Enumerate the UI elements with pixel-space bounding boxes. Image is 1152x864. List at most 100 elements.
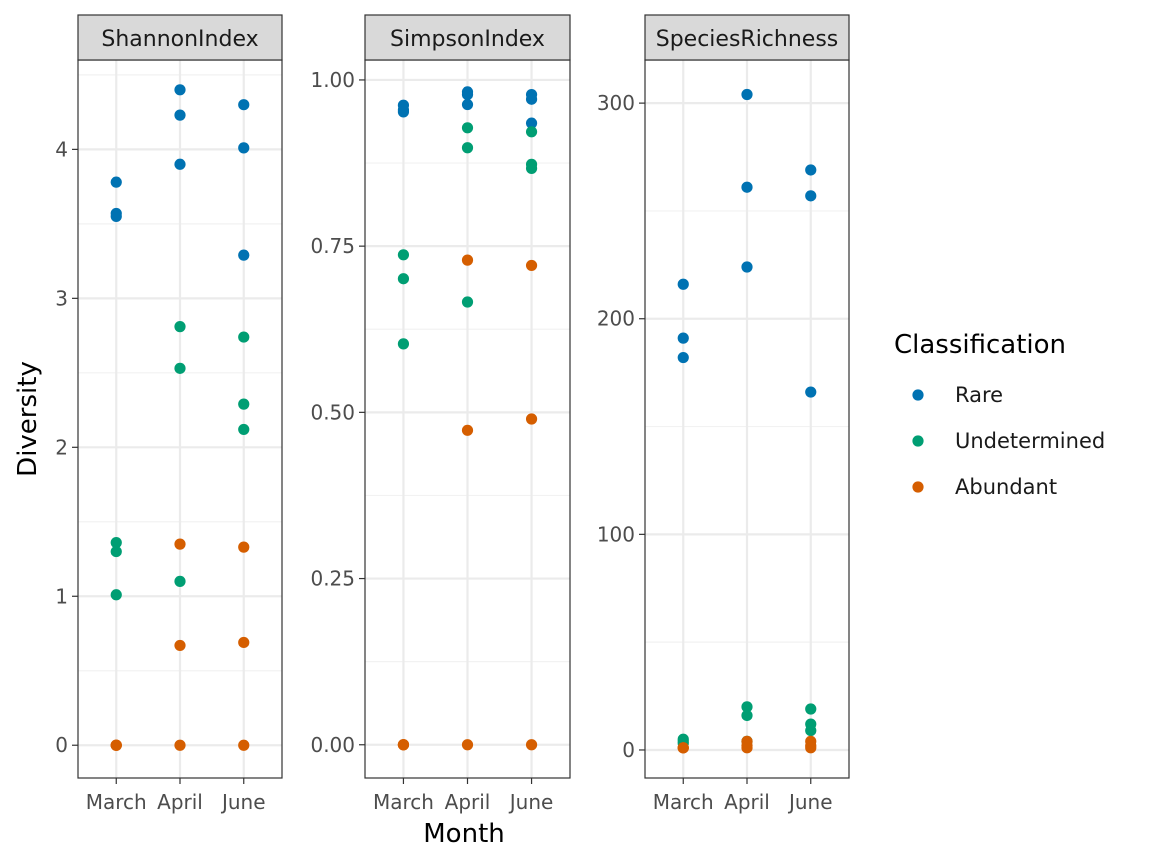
data-point-undetermined: [174, 362, 186, 374]
data-point-rare: [461, 98, 474, 111]
data-point-undetermined: [174, 575, 186, 587]
data-point-rare: [110, 210, 122, 223]
legend-title: Classification: [894, 330, 1066, 360]
y-tick-label: 4: [55, 137, 68, 161]
data-point-undetermined: [238, 398, 250, 410]
facet-panel-speciesrichness: SpeciesRichness 0 100 200 300 March April June: [597, 14, 850, 814]
data-point-undetermined: [525, 126, 538, 138]
x-tick-label: March: [373, 790, 434, 814]
x-axis-title: Month: [423, 819, 505, 849]
data-point-rare: [461, 88, 474, 101]
data-point-abundant: [525, 413, 538, 425]
data-point-undetermined: [461, 122, 474, 134]
data-point-abundant: [110, 739, 122, 751]
data-point-abundant: [174, 538, 186, 550]
data-point-rare: [677, 351, 689, 364]
data-point-undetermined: [238, 423, 250, 436]
data-point-abundant: [238, 739, 250, 751]
data-point-undetermined: [110, 537, 122, 549]
data-point-undetermined: [525, 162, 538, 174]
data-point-rare: [525, 93, 538, 105]
data-point-abundant: [525, 259, 538, 272]
data-point-rare: [741, 88, 753, 101]
y-tick-label: 100: [597, 522, 635, 546]
data-point-rare: [741, 261, 753, 273]
x-tick-label: March: [653, 790, 714, 814]
data-point-abundant: [677, 742, 689, 754]
data-point-undetermined: [805, 724, 817, 737]
data-point-undetermined: [238, 331, 250, 343]
data-point-rare: [677, 332, 689, 344]
y-tick-label: 0: [622, 738, 635, 762]
facet-strip-label: SimpsonIndex: [390, 27, 545, 52]
legend-key-abundant: [912, 481, 924, 493]
data-point-rare: [174, 109, 186, 121]
data-point-abundant: [174, 639, 186, 652]
data-point-abundant: [174, 739, 186, 751]
data-point-abundant: [805, 742, 817, 754]
data-point-rare: [525, 117, 538, 129]
legend-key-rare: [912, 389, 924, 401]
data-point-rare: [238, 142, 250, 154]
x-tick-label: April: [445, 790, 491, 814]
data-point-rare: [677, 278, 689, 290]
data-point-undetermined: [397, 249, 410, 261]
data-point-abundant: [238, 541, 250, 553]
data-point-undetermined: [397, 273, 410, 285]
data-point-undetermined: [741, 701, 753, 713]
data-point-abundant: [238, 636, 250, 649]
legend-label: Abundant: [955, 475, 1057, 499]
data-point-undetermined: [174, 321, 186, 333]
data-point-abundant: [461, 739, 474, 751]
data-point-rare: [238, 99, 250, 111]
x-tick-label: April: [724, 790, 770, 814]
x-tick-label: June: [508, 790, 554, 814]
data-point-undetermined: [461, 142, 474, 154]
y-tick-label: 0.00: [310, 733, 355, 757]
y-tick-label: 1: [55, 584, 68, 608]
y-tick-label: 0.25: [310, 567, 355, 591]
facet-panel-shannonindex: ShannonIndex 0 1 2 3 4 March April June: [55, 14, 283, 814]
y-tick-label: 300: [597, 91, 635, 115]
data-point-abundant: [525, 739, 538, 751]
facet-strip: [77, 14, 283, 61]
data-point-rare: [805, 386, 817, 398]
y-tick-label: 0.50: [310, 400, 355, 424]
y-tick-label: 1.00: [310, 68, 355, 92]
legend-label: Undetermined: [955, 429, 1105, 453]
facet-strip: [364, 14, 571, 61]
x-tick-label: June: [220, 790, 266, 814]
data-point-rare: [397, 106, 410, 118]
data-point-undetermined: [741, 709, 753, 722]
y-tick-label: 2: [55, 435, 68, 459]
legend-key-undetermined: [912, 435, 924, 447]
y-tick-label: 0.75: [310, 234, 355, 258]
data-point-rare: [805, 190, 817, 202]
data-point-rare: [741, 181, 753, 193]
y-tick-label: 200: [597, 307, 635, 331]
data-point-undetermined: [397, 338, 410, 350]
data-point-rare: [110, 176, 122, 188]
data-point-rare: [805, 164, 817, 176]
x-tick-label: April: [157, 790, 203, 814]
y-axis-title: Diversity: [13, 361, 43, 477]
y-tick-label: 3: [55, 286, 68, 310]
data-point-abundant: [461, 424, 474, 436]
data-point-undetermined: [110, 589, 122, 601]
data-point-abundant: [461, 254, 474, 266]
data-point-abundant: [741, 742, 753, 754]
data-point-rare: [174, 158, 186, 170]
y-tick-label: 0: [55, 733, 68, 757]
facet-strip-label: SpeciesRichness: [656, 27, 839, 52]
data-point-abundant: [397, 739, 410, 751]
data-point-undetermined: [805, 703, 817, 715]
legend-label: Rare: [955, 383, 1003, 407]
facet-strip: [644, 14, 850, 61]
data-point-rare: [238, 249, 250, 261]
x-tick-label: March: [86, 790, 147, 814]
x-tick-label: June: [787, 790, 833, 814]
data-point-undetermined: [461, 296, 474, 308]
facet-panel-simpsonindex: SimpsonIndex 0.00 0.25 0.50 0.75 1.00 March Apr…: [310, 14, 571, 814]
facet-strip-label: ShannonIndex: [101, 27, 258, 52]
